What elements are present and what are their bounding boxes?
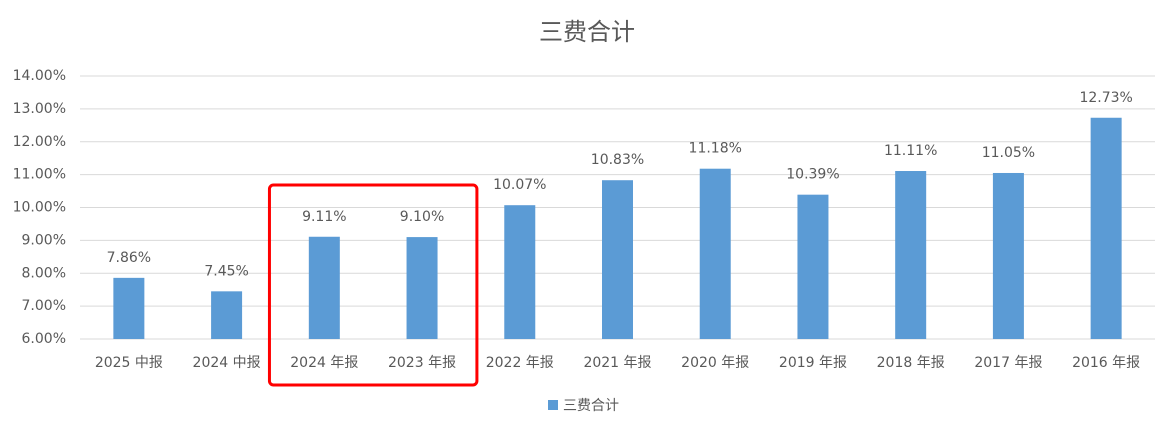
data-label: 11.05% xyxy=(982,145,1035,161)
bar xyxy=(113,277,145,339)
data-label: 7.86% xyxy=(107,250,151,266)
bar xyxy=(797,194,829,339)
data-label: 10.39% xyxy=(786,167,839,183)
data-label: 9.10% xyxy=(400,209,444,225)
chart-title: 三费合计 xyxy=(539,18,635,46)
y-tick-label: 14.00% xyxy=(13,68,66,84)
y-tick-label: 7.00% xyxy=(22,298,66,314)
bar xyxy=(406,237,438,339)
x-tick-label: 2020 年报 xyxy=(681,355,749,371)
bar xyxy=(699,168,731,339)
data-label: 11.11% xyxy=(884,143,937,159)
legend-swatch xyxy=(548,400,558,410)
bar xyxy=(602,180,633,339)
bar xyxy=(211,291,243,339)
y-tick-label: 12.00% xyxy=(13,134,66,150)
data-label: 7.45% xyxy=(204,263,248,279)
bar xyxy=(504,205,536,339)
data-label: 10.83% xyxy=(591,152,644,168)
x-tick-label: 2016 年报 xyxy=(1072,355,1140,371)
x-tick-label: 2022 年报 xyxy=(486,355,554,371)
y-tick-label: 8.00% xyxy=(22,265,66,281)
x-tick-label: 2018 年报 xyxy=(877,355,945,371)
bar xyxy=(992,172,1024,339)
x-tick-label: 2021 年报 xyxy=(583,355,651,371)
data-label: 10.07% xyxy=(493,177,546,193)
data-label: 11.18% xyxy=(689,141,742,157)
highlight-box xyxy=(267,183,479,387)
y-tick-label: 13.00% xyxy=(13,101,66,117)
x-tick-label: 2023 年报 xyxy=(388,355,456,371)
x-tick-label: 2019 年报 xyxy=(779,355,847,371)
x-tick-label: 2025 中报 xyxy=(95,355,163,371)
bar xyxy=(895,171,927,339)
x-tick-label: 2024 中报 xyxy=(193,355,261,371)
bar xyxy=(1090,117,1122,339)
y-tick-label: 9.00% xyxy=(22,232,66,248)
y-tick-label: 11.00% xyxy=(13,167,66,183)
bar xyxy=(308,236,340,339)
x-tick-label: 2017 年报 xyxy=(974,355,1042,371)
x-tick-label: 2024 年报 xyxy=(290,355,358,371)
y-tick-label: 10.00% xyxy=(13,200,66,216)
data-label: 9.11% xyxy=(302,209,346,225)
y-tick-label: 6.00% xyxy=(22,331,66,347)
legend-label: 三费合计 xyxy=(563,398,619,414)
data-label: 12.73% xyxy=(1079,90,1132,106)
